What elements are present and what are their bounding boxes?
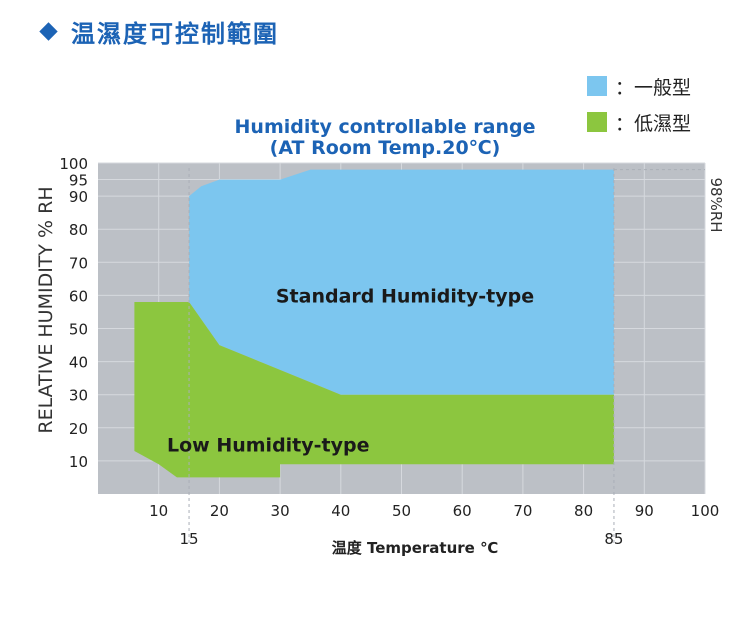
legend-swatch-low: [587, 112, 607, 132]
right-98rh-label: 98%RH: [707, 177, 725, 232]
section-title: 温濕度可控制範圍: [71, 20, 279, 48]
y-tick-label: 95: [69, 172, 88, 190]
series-area-0: [189, 169, 614, 395]
x-tick-label: 30: [271, 502, 290, 520]
y-tick-label: 60: [69, 287, 88, 305]
x-tick-label: 50: [392, 502, 411, 520]
series-label-0: Standard Humidity-type: [276, 285, 534, 307]
x-tick-label: 60: [453, 502, 472, 520]
x-tick-label-extra: 85: [604, 530, 623, 548]
x-axis-label: 温度 Temperature ℃: [332, 539, 499, 557]
y-tick-label: 50: [69, 321, 88, 339]
y-tick-label: 80: [69, 221, 88, 239]
series-label-1: Low Humidity-type: [167, 434, 370, 456]
section-header: 温濕度可控制範圍: [39, 14, 279, 49]
legend-swatch-standard: [587, 76, 607, 96]
y-tick-label: 90: [69, 188, 88, 206]
legend-item-standard: ：一般型: [587, 72, 691, 100]
legend-label-low: ：低濕型: [615, 112, 692, 135]
y-tick-label: 70: [69, 254, 88, 272]
legend-item-low: ：低濕型: [587, 108, 691, 136]
x-tick-label: 100: [691, 502, 720, 520]
x-tick-label-extra: 15: [180, 530, 199, 548]
y-tick-label: 40: [69, 354, 88, 372]
series-area-1: [134, 302, 614, 478]
y-tick-label: 10: [69, 453, 88, 471]
chart-title-line-1: Humidity controllable range: [235, 116, 536, 138]
x-tick-label: 10: [149, 502, 168, 520]
x-tick-label: 40: [331, 502, 350, 520]
y-axis-label: RELATIVE HUMIDITY % RH: [35, 186, 57, 433]
x-tick-label: 70: [513, 502, 532, 520]
y-tick-label: 100: [59, 155, 88, 173]
plot-area: Standard Humidity-type Low Humidity-type 1…: [35, 155, 725, 557]
x-tick-label: 20: [210, 502, 229, 520]
legend-label-standard: ：一般型: [615, 76, 692, 99]
y-tick-label: 20: [69, 420, 88, 438]
x-tick-label: 90: [635, 502, 654, 520]
chart-title-line-2: (AT Room Temp.20℃): [270, 137, 501, 159]
legend: ：一般型 ：低濕型: [587, 72, 691, 144]
x-tick-label: 80: [574, 502, 593, 520]
y-tick-label: 30: [69, 387, 88, 405]
